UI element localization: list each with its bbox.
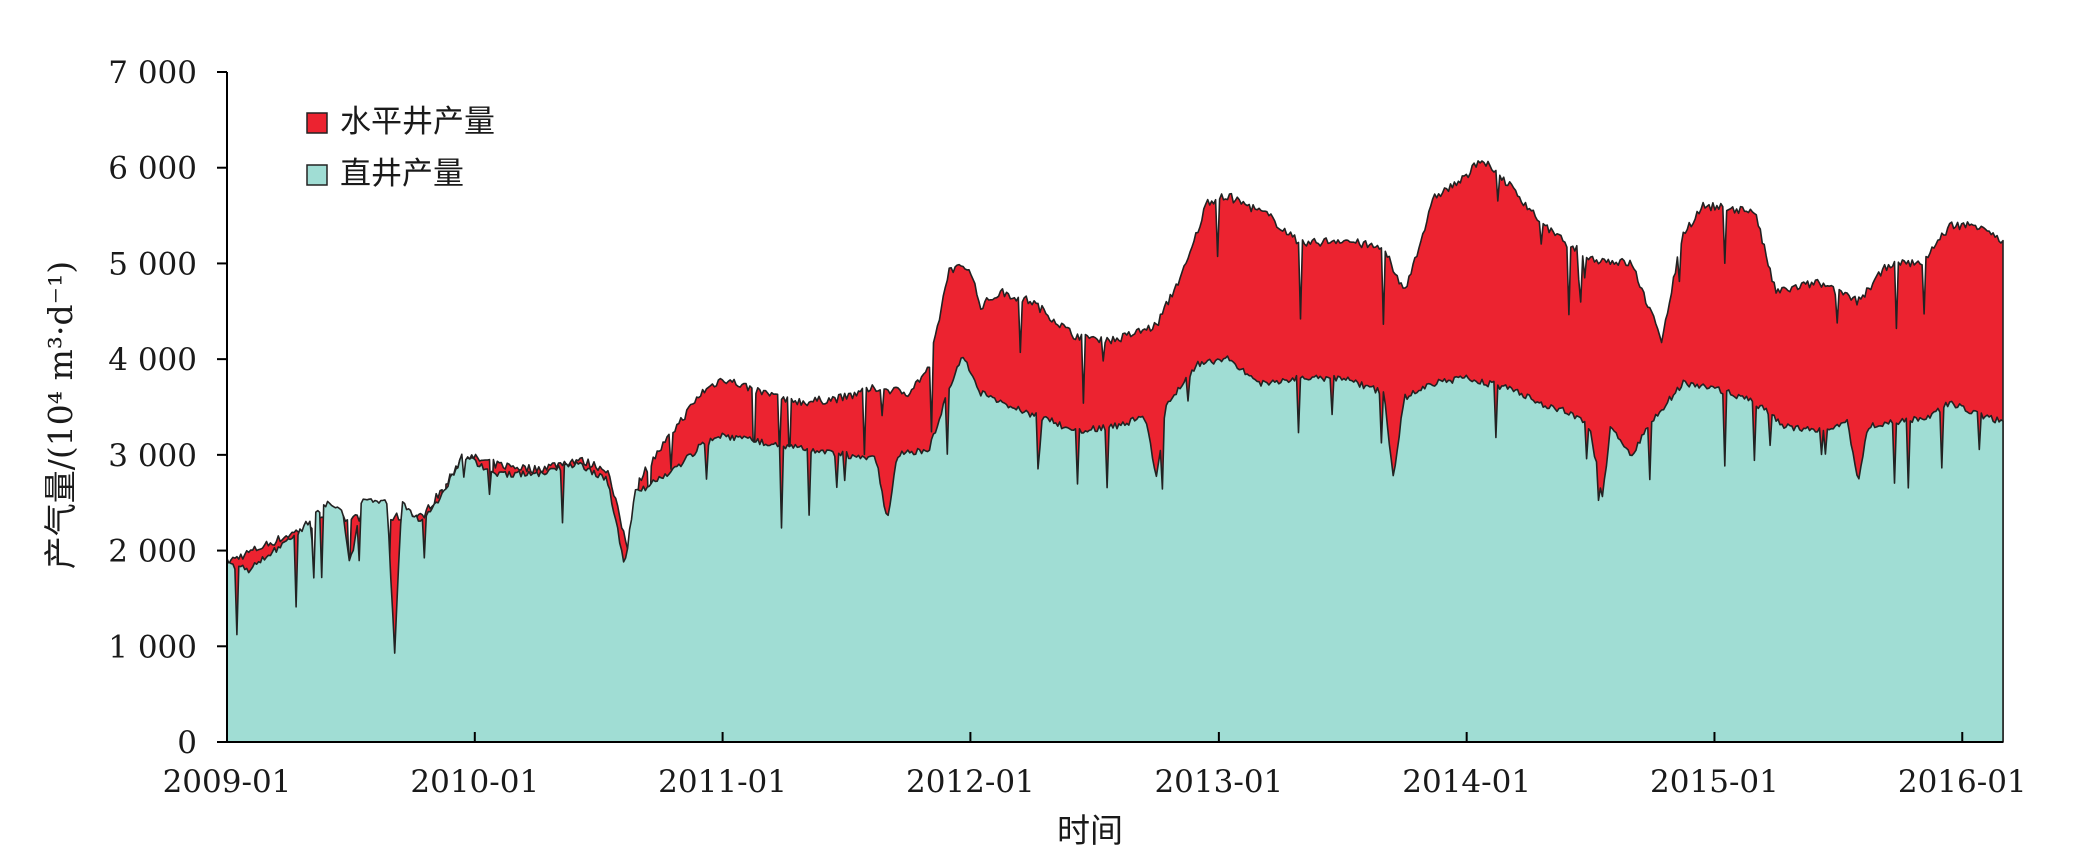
y-tick-label-0: 0 bbox=[177, 725, 197, 761]
x-tick-label-2009-01: 2009-01 bbox=[163, 764, 292, 800]
y-axis-title-unit: /(10⁴ m³·d⁻¹) bbox=[41, 261, 80, 470]
y-tick-label-4000: 4 000 bbox=[108, 342, 197, 378]
y-axis-title-main: 产气量 bbox=[41, 470, 80, 569]
y-tick-label-2000: 2 000 bbox=[108, 534, 197, 570]
legend-swatch-1 bbox=[306, 112, 328, 134]
x-tick-label-2013-01: 2013-01 bbox=[1154, 764, 1283, 800]
legend-swatch-2 bbox=[306, 164, 328, 186]
area-series-2 bbox=[226, 355, 2004, 743]
y-tick-label-6000: 6 000 bbox=[108, 151, 197, 187]
y-axis-title: 产气量/(10⁴ m³·d⁻¹) bbox=[41, 261, 80, 569]
x-axis-title: 时间 bbox=[1057, 811, 1123, 850]
plot-area bbox=[226, 160, 2004, 743]
legend-label-1: 水平井产量 bbox=[340, 104, 495, 140]
y-tick-label-1000: 1 000 bbox=[108, 629, 197, 665]
y-tick-label-3000: 3 000 bbox=[108, 438, 197, 474]
x-tick-label-2010-01: 2010-01 bbox=[410, 764, 539, 800]
axes: 0 1 000 2 000 3 000 4 000 5 000 6 000 7 000 2009… bbox=[108, 55, 2026, 800]
x-tick-label-2011-01: 2011-01 bbox=[658, 764, 787, 800]
y-tick-label-5000: 5 000 bbox=[108, 246, 197, 282]
x-tick-label-2014-01: 2014-01 bbox=[1402, 764, 1531, 800]
x-tick-label-2015-01: 2015-01 bbox=[1650, 764, 1779, 800]
y-tick-label-7000: 7 000 bbox=[108, 55, 197, 91]
legend-label-2: 直井产量 bbox=[340, 156, 464, 192]
x-tick-label-2012-01: 2012-01 bbox=[906, 764, 1035, 800]
x-tick-label-2016-01: 2016-01 bbox=[1898, 764, 2027, 800]
